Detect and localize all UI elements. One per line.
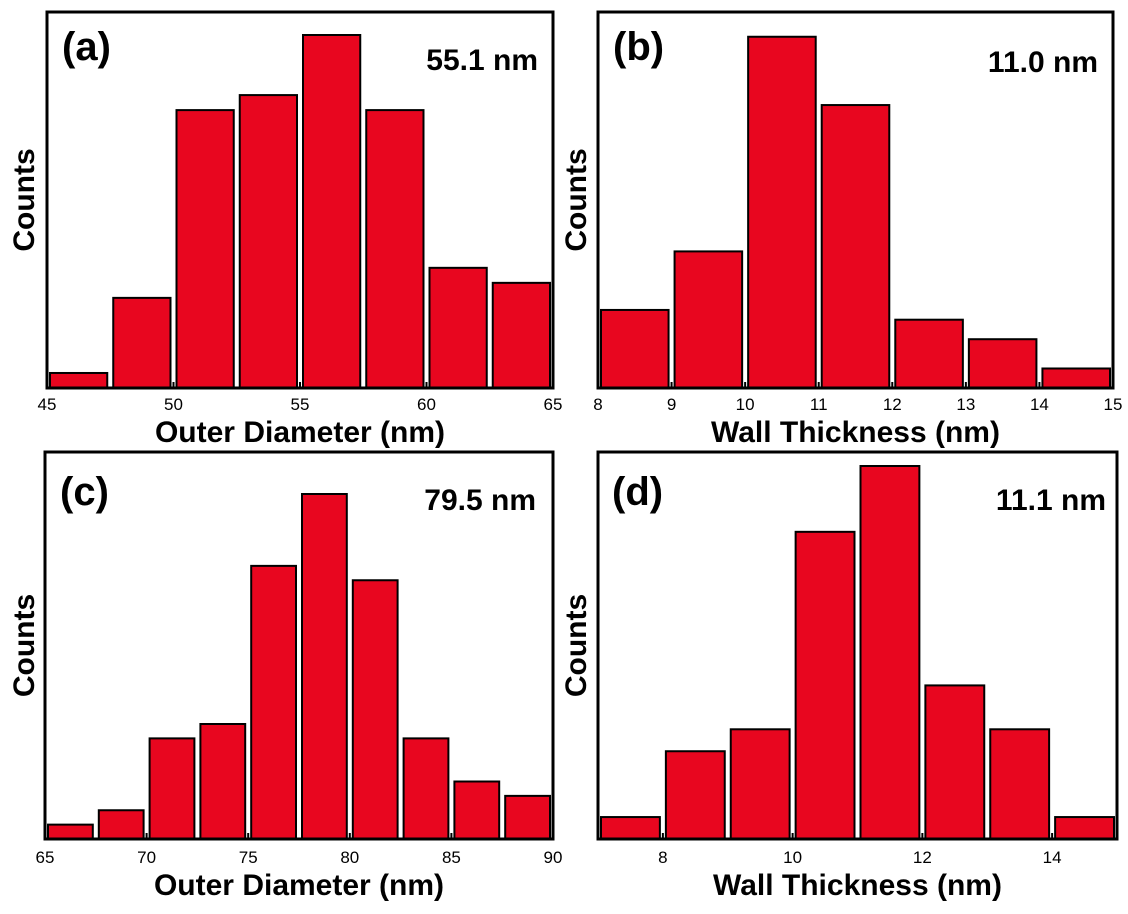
panel-label: (c) (60, 470, 109, 514)
panel-label: (a) (62, 25, 111, 69)
histogram-bar (794, 530, 856, 841)
x-tick-label: 50 (164, 395, 183, 414)
histogram-bar (199, 723, 247, 840)
panel-label: (d) (612, 470, 663, 514)
plot-frame (43, 450, 555, 841)
histogram-bar (351, 579, 399, 840)
x-tick-label: 14 (1030, 395, 1049, 414)
histogram-bar (600, 816, 661, 841)
x-tick-label: 45 (38, 395, 57, 414)
y-axis-label: Counts (560, 148, 593, 251)
histogram-bar (250, 564, 297, 840)
x-tick-label: 10 (783, 848, 802, 867)
mean-annotation: 11.0 nm (988, 46, 1098, 79)
plot-frame (596, 10, 1115, 390)
histogram-bar (989, 728, 1051, 841)
y-axis-label: Counts (560, 594, 593, 697)
x-tick-label: 75 (239, 848, 258, 867)
histogram-bar (148, 737, 196, 840)
histogram-bar (49, 371, 109, 390)
mean-annotation: 79.5 nm (424, 484, 536, 517)
histogram-bar (747, 35, 817, 390)
x-tick-label: 8 (593, 395, 602, 414)
panel-label: (b) (613, 25, 664, 69)
histogram-bar (238, 94, 298, 389)
x-axis-label: Outer Diameter (nm) (154, 869, 444, 902)
x-tick-label: 80 (340, 848, 359, 867)
histogram-bar (1054, 816, 1115, 841)
histogram-bar (301, 493, 348, 840)
x-tick-label: 13 (956, 395, 975, 414)
x-tick-label: 10 (736, 395, 755, 414)
chart-panel: 8 9 10 11 12 13 14 15 (b) 11.0 nm Counts Wall Thick… (560, 10, 1123, 449)
histogram-bar (428, 266, 488, 389)
chart-panel: 65 70 75 80 85 90 (c) 79.5 nm Counts Outer Diamet… (8, 450, 563, 902)
y-axis-label: Counts (8, 594, 41, 697)
x-tick-label: 55 (291, 395, 310, 414)
histogram-bar (673, 250, 744, 389)
histogram-bar (894, 318, 964, 389)
x-tick-label: 12 (883, 395, 902, 414)
histogram-bar (967, 338, 1038, 389)
x-tick-label: 8 (658, 848, 667, 867)
histogram-bar (729, 728, 791, 841)
histogram-bar (112, 296, 172, 390)
x-tick-label: 85 (442, 848, 461, 867)
x-tick-label: 60 (417, 395, 436, 414)
x-tick-label: 90 (544, 848, 563, 867)
x-tick-label: 9 (667, 395, 676, 414)
x-tick-label: 11 (810, 395, 828, 414)
x-tick-label: 15 (1104, 395, 1123, 414)
chart-panel: 45 50 55 60 65 (a) 55.1 nm Counts Outer Diameter… (8, 10, 563, 449)
histogram-bar (820, 104, 891, 390)
histogram-bar (1041, 367, 1112, 389)
x-tick-label: 65 (36, 848, 55, 867)
mean-annotation: 11.1 nm (996, 484, 1106, 517)
histogram-bar (504, 794, 552, 840)
histogram-bar (47, 823, 94, 840)
histogram-bar (302, 34, 362, 389)
x-axis-label: Wall Thickness (nm) (711, 416, 1000, 449)
x-tick-label: 65 (544, 395, 563, 414)
histogram-bar (175, 109, 235, 389)
x-axis-label: Wall Thickness (nm) (713, 869, 1002, 902)
x-tick-label: 14 (1043, 848, 1062, 867)
chart-panel: 8 10 12 14 (d) 11.1 nm Counts Wall Thickness (n… (560, 450, 1119, 902)
histogram-bar (600, 308, 670, 390)
histogram-bar (924, 684, 986, 840)
x-axis-label: Outer Diameter (nm) (155, 416, 445, 449)
histogram-bar (453, 780, 501, 840)
histogram-bar (402, 737, 450, 840)
y-axis-label: Counts (8, 148, 41, 251)
x-tick-label: 70 (137, 848, 156, 867)
histogram-bar (491, 281, 551, 390)
mean-annotation: 55.1 nm (426, 44, 538, 77)
plot-frame (596, 450, 1119, 841)
x-tick-label: 12 (913, 848, 932, 867)
histogram-bar (664, 750, 726, 840)
histogram-bar (97, 809, 145, 840)
histogram-bar (859, 465, 921, 840)
histogram-bar (365, 109, 425, 389)
